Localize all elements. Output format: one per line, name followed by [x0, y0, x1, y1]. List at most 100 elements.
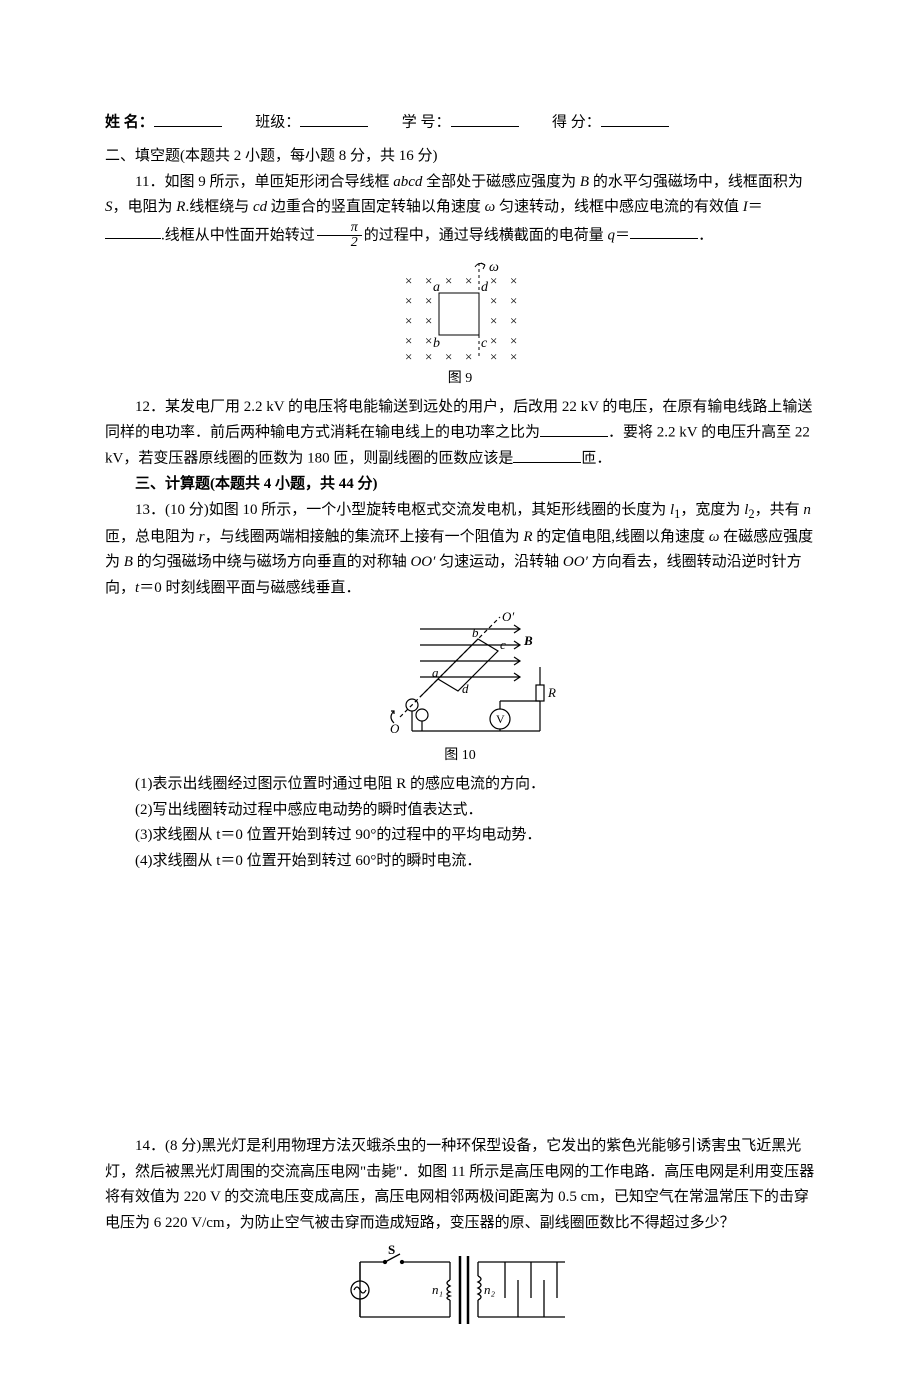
q13-t1: 13．(10 分)如图 10 所示，一个小型旋转电枢式交流发电机，其矩形线圈的长…: [135, 502, 670, 518]
q11-body: 11．如图 9 所示，单匝矩形闭合导线框 abcd 全部处于磁感应强度为 B 的…: [105, 170, 815, 251]
q11-t6: 边重合的竖直固定转轴以角速度: [267, 199, 485, 215]
q11-B: B: [580, 174, 589, 190]
svg-text:×: ×: [510, 313, 517, 328]
svg-text:×: ×: [465, 273, 472, 288]
svg-text:×: ×: [490, 273, 497, 288]
class-blank[interactable]: [300, 110, 368, 127]
q11-eq1: ＝: [748, 199, 763, 215]
q13-t8: 的匀强磁场中绕与磁场方向垂直的对称轴: [133, 554, 411, 570]
q13-t3: ，共有: [755, 502, 804, 518]
q11-abcd: abcd: [393, 174, 422, 190]
svg-text:×: ×: [405, 293, 412, 308]
q12-t3: 匝．: [581, 451, 611, 467]
q11-blank2[interactable]: [630, 223, 698, 240]
figure-11: S n₁ n₂: [105, 1242, 815, 1332]
fig10-B: B: [523, 633, 533, 648]
svg-text:×: ×: [490, 293, 497, 308]
id-blank[interactable]: [451, 110, 519, 127]
q11-cd: cd: [253, 199, 267, 215]
section-3-text: 三、计算题(本题共 4 小题，共 44 分): [135, 476, 378, 492]
score-blank[interactable]: [601, 110, 669, 127]
q11-t9: 的过程中，通过导线横截面的电荷量: [364, 227, 608, 243]
fig9-label-omega: ω: [489, 260, 499, 275]
q11-omega: ω: [485, 199, 496, 215]
q13-sub4: (4)求线圈从 t＝0 位置开始到转过 60°时的瞬时电流．: [105, 849, 815, 875]
q13-t6: 的定值电阻,线圈以角速度: [533, 529, 709, 545]
question-13: 13．(10 分)如图 10 所示，一个小型旋转电枢式交流发电机，其矩形线圈的长…: [105, 498, 815, 602]
svg-text:×: ×: [510, 293, 517, 308]
figure-9-svg: ×××××× ×××× ×××× ×××× ×××××× a d b c ω: [375, 257, 545, 365]
svg-text:×: ×: [405, 333, 412, 348]
q13-OO2: OO′: [563, 554, 588, 570]
svg-text:×: ×: [510, 273, 517, 288]
q13-t9: 匀速运动，沿转轴: [435, 554, 563, 570]
fig10-O: O: [390, 721, 400, 736]
q11-frac-den: 2: [317, 236, 362, 251]
fig9-label-a: a: [433, 280, 440, 295]
fig10-c: c: [500, 637, 506, 652]
class-label: 班级：: [255, 115, 300, 131]
q11-t1: 11．如图 9 所示，单匝矩形闭合导线框: [135, 174, 393, 190]
name-blank[interactable]: [154, 110, 222, 127]
section-2-title: 二、填空题(本题共 2 小题，每小题 8 分，共 16 分): [105, 144, 815, 170]
q11-t2: 全部处于磁感应强度为: [422, 174, 580, 190]
q11-frac: π2: [317, 221, 362, 251]
fig10-d: d: [462, 681, 469, 696]
svg-text:×: ×: [425, 273, 432, 288]
q12-blank1[interactable]: [540, 420, 608, 437]
q13-n: n: [803, 502, 811, 518]
question-11: 11．如图 9 所示，单匝矩形闭合导线框 abcd 全部处于磁感应强度为 B 的…: [105, 170, 815, 251]
q13-sub3: (3)求线圈从 t＝0 位置开始到转过 90°的过程中的平均电动势．: [105, 823, 815, 849]
q13-t11: ＝0 时刻线圈平面与磁感线垂直．: [139, 580, 360, 596]
svg-text:×: ×: [425, 313, 432, 328]
svg-text:×: ×: [425, 333, 432, 348]
svg-text:×: ×: [510, 333, 517, 348]
figure-10-svg: O′ O a b c d B R V: [360, 607, 560, 742]
q13-t2: ，宽度为: [680, 502, 744, 518]
fig10-R: R: [547, 685, 556, 700]
question-12: 12．某发电厂用 2.2 kV 的电压将电能输送到远处的用户，后改用 22 kV…: [105, 395, 815, 473]
q13-t5: ，与线圈两端相接触的集流环上接有一个阻值为: [205, 529, 524, 545]
svg-text:×: ×: [425, 349, 432, 364]
q12-blank2[interactable]: [513, 446, 581, 463]
q13-omega: ω: [709, 529, 720, 545]
q11-t7: 匀速转动，线框中感应电流的有效值: [495, 199, 743, 215]
svg-text:×: ×: [405, 349, 412, 364]
q13-sub1: (1)表示出线圈经过图示位置时通过电阻 R 的感应电流的方向．: [105, 772, 815, 798]
figure-10: O′ O a b c d B R V 图 10: [105, 607, 815, 768]
q11-frac-num: π: [317, 221, 362, 237]
svg-text:×: ×: [510, 349, 517, 364]
q11-t5: .线框绕与: [185, 199, 253, 215]
q11-t3: 的水平匀强磁场中，线框面积为: [589, 174, 803, 190]
fig10-Op: O′: [502, 609, 514, 624]
figure-9-caption: 图 9: [105, 367, 815, 391]
q11-end: ．: [698, 227, 713, 243]
q11-t8: .线框从中性面开始转过: [161, 227, 315, 243]
fig11-n2: n₂: [484, 1282, 496, 1297]
svg-text:×: ×: [445, 273, 452, 288]
figure-11-svg: S n₁ n₂: [340, 1242, 580, 1332]
question-14: 14．(8 分)黑光灯是利用物理方法灭蛾杀虫的一种环保型设备，它发出的紫色光能够…: [105, 1134, 815, 1236]
q13-B: B: [124, 554, 133, 570]
svg-text:×: ×: [405, 313, 412, 328]
svg-text:×: ×: [490, 333, 497, 348]
svg-text:×: ×: [490, 349, 497, 364]
svg-text:×: ×: [465, 349, 472, 364]
q13-OO: OO′: [410, 554, 435, 570]
q11-blank1[interactable]: [105, 223, 161, 240]
svg-text:×: ×: [405, 273, 412, 288]
q11-S: S: [105, 199, 113, 215]
section-3-title: 三、计算题(本题共 4 小题，共 44 分): [105, 472, 815, 498]
fig10-V: V: [496, 712, 505, 726]
q13-sub2: (2)写出线圈转动过程中感应电动势的瞬时值表达式．: [105, 798, 815, 824]
fig11-S: S: [388, 1242, 395, 1257]
fig10-b: b: [472, 625, 479, 640]
q13-R: R: [523, 529, 532, 545]
figure-9: ×××××× ×××× ×××× ×××× ×××××× a d b c ω 图…: [105, 257, 815, 391]
q11-t4: ，电阻为: [113, 199, 177, 215]
q12-body: 12．某发电厂用 2.2 kV 的电压将电能输送到远处的用户，后改用 22 kV…: [105, 395, 815, 473]
id-label: 学 号：: [402, 115, 451, 131]
q11-q: q: [608, 227, 616, 243]
student-info-header: 姓 名： 班级： 学 号： 得 分：: [105, 110, 815, 136]
svg-text:×: ×: [490, 313, 497, 328]
